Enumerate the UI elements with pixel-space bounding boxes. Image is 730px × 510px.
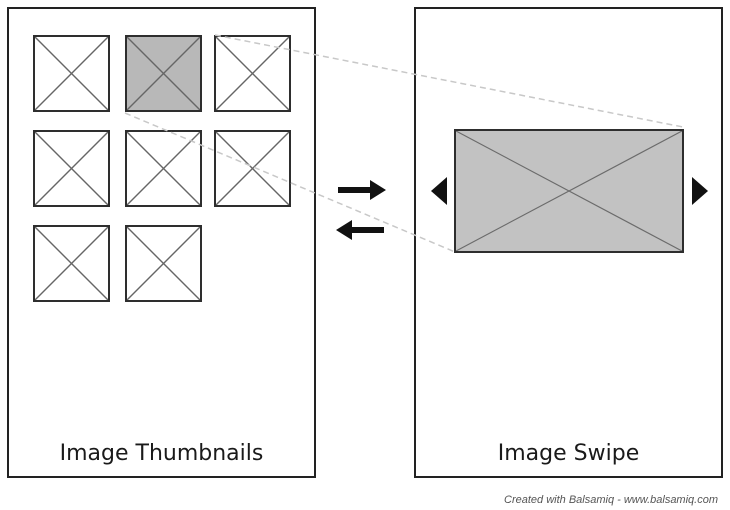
thumbnail-2-selected[interactable] bbox=[125, 35, 202, 112]
swipe-panel: Image Swipe bbox=[414, 7, 723, 478]
image-placeholder-icon bbox=[127, 227, 200, 300]
thumbnail-8[interactable] bbox=[125, 225, 202, 302]
triangle-right-icon[interactable] bbox=[692, 177, 708, 205]
image-placeholder-icon bbox=[35, 37, 108, 110]
image-placeholder-icon bbox=[216, 37, 289, 110]
thumbnail-4[interactable] bbox=[33, 130, 110, 207]
footer-credit: Created with Balsamiq - www.balsamiq.com bbox=[504, 494, 718, 506]
arrow-left-icon bbox=[336, 220, 384, 240]
arrow-right-icon bbox=[338, 180, 386, 200]
image-placeholder-icon bbox=[456, 131, 682, 251]
thumbnail-1[interactable] bbox=[33, 35, 110, 112]
triangle-left-icon[interactable] bbox=[431, 177, 447, 205]
thumbnail-5[interactable] bbox=[125, 130, 202, 207]
thumbnails-panel: Image Thumbnails bbox=[7, 7, 316, 478]
image-placeholder-icon bbox=[127, 37, 200, 110]
image-placeholder-icon bbox=[216, 132, 289, 205]
thumbnails-panel-label: Image Thumbnails bbox=[59, 441, 264, 466]
thumbnail-6[interactable] bbox=[214, 130, 291, 207]
image-placeholder-icon bbox=[35, 227, 108, 300]
swipe-image[interactable] bbox=[454, 129, 684, 253]
swipe-panel-label: Image Swipe bbox=[497, 441, 640, 466]
image-placeholder-icon bbox=[127, 132, 200, 205]
thumbnail-7[interactable] bbox=[33, 225, 110, 302]
image-placeholder-icon bbox=[35, 132, 108, 205]
thumbnail-3[interactable] bbox=[214, 35, 291, 112]
